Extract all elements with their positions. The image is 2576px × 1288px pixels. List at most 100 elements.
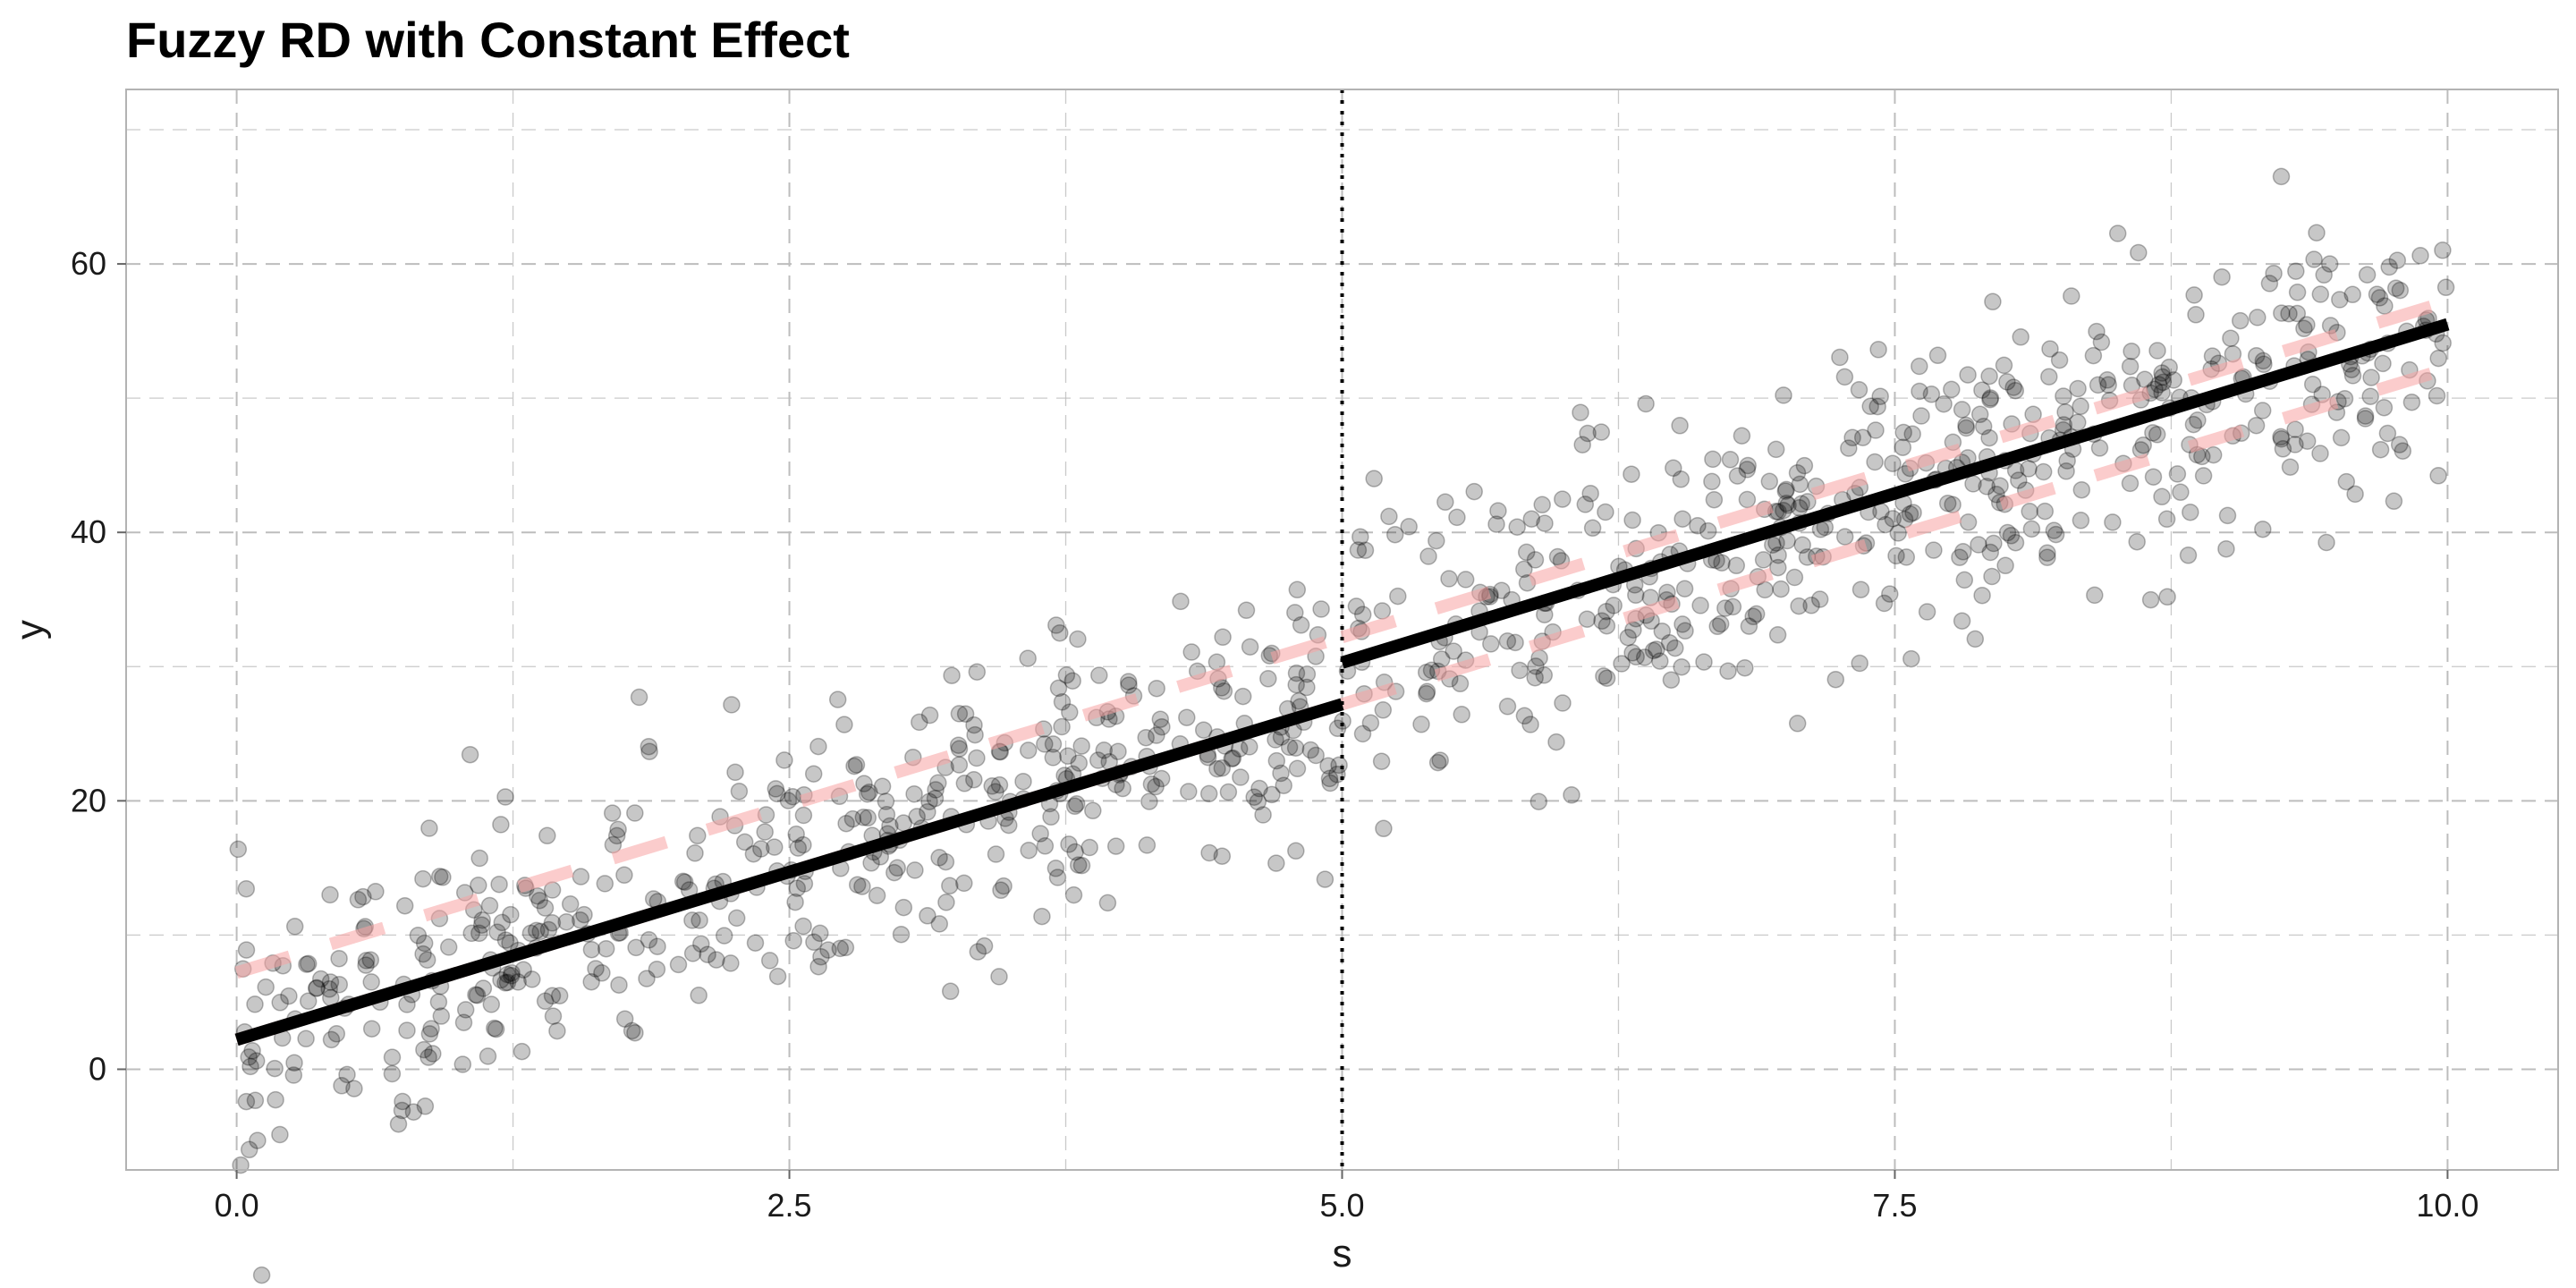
data-point [2343, 367, 2362, 385]
data-point [1665, 459, 1682, 478]
data-point [1744, 607, 1762, 626]
data-point [862, 854, 880, 872]
data-point [2249, 309, 2267, 326]
data-point [1298, 665, 1317, 683]
data-point [1959, 513, 1978, 531]
data-point [330, 975, 349, 994]
data-point [1033, 907, 1051, 926]
data-point [487, 1020, 505, 1038]
data-point [1792, 495, 1810, 513]
data-point [550, 987, 569, 1004]
data-point [247, 1052, 266, 1070]
data-point [482, 996, 501, 1013]
data-point [2184, 415, 2203, 434]
data-point [2050, 351, 2069, 369]
data-point [2311, 445, 2329, 462]
data-point [538, 826, 556, 845]
data-point [1981, 543, 2000, 562]
data-point [1769, 546, 1787, 564]
data-point [2055, 416, 2073, 434]
data-point [1428, 531, 1445, 550]
data-point [2315, 266, 2333, 284]
data-point [2187, 306, 2205, 324]
data-point [2012, 328, 2029, 346]
data-point [1954, 543, 1972, 561]
data-point [415, 934, 434, 953]
data-point [1624, 621, 1642, 639]
data-point [794, 806, 813, 825]
data-point [543, 914, 562, 932]
x-axis-ticks: 0.0 2.5 5.0 7.5 10.0 [215, 1170, 2479, 1224]
data-point [1148, 726, 1165, 744]
data-point [1178, 708, 1196, 726]
data-point [943, 666, 961, 684]
data-point [2020, 460, 2038, 478]
data-point [271, 994, 289, 1012]
data-point [1031, 825, 1049, 843]
data-point [1286, 604, 1304, 622]
data-point [2411, 247, 2429, 265]
data-point [1627, 586, 1645, 605]
data-point [1840, 439, 1858, 457]
data-point [1852, 580, 1870, 598]
data-point [1831, 348, 1849, 367]
data-point [453, 1055, 472, 1073]
data-point [1320, 769, 1339, 788]
data-point [1904, 504, 1922, 521]
data-point [1250, 779, 1268, 798]
data-point [1349, 541, 1368, 559]
data-point [1019, 741, 1038, 759]
data-point [468, 986, 487, 1004]
data-point [1651, 652, 1669, 670]
data-point [243, 1042, 261, 1060]
data-point [2172, 483, 2190, 502]
data-point [1522, 510, 1541, 528]
data-point [1280, 738, 1299, 757]
data-point [361, 951, 380, 970]
data-point [1417, 663, 1436, 682]
data-point [2311, 285, 2330, 303]
data-point [1738, 461, 1757, 479]
data-point [779, 792, 798, 809]
data-point [271, 1125, 289, 1144]
data-point [394, 1092, 411, 1111]
data-point [936, 852, 955, 871]
data-point [2203, 347, 2222, 365]
data-point [2385, 492, 2403, 511]
data-point [240, 1140, 258, 1159]
data-point [937, 894, 955, 911]
data-point [2157, 510, 2176, 529]
data-point [1292, 616, 1310, 634]
data-point [1983, 567, 2001, 586]
chart-title: Fuzzy RD with Constant Effect [126, 12, 850, 68]
data-point [1498, 698, 1517, 716]
data-point [2057, 462, 2075, 480]
data-point [1776, 482, 1795, 500]
data-point [1623, 465, 1640, 483]
data-point [593, 964, 611, 982]
data-point [1699, 521, 1717, 540]
data-point [623, 1021, 641, 1040]
data-point [794, 835, 812, 854]
data-point [2004, 378, 2022, 396]
data-point [422, 1020, 440, 1038]
data-point [503, 963, 521, 982]
data-point [1051, 623, 1069, 642]
data-point [1312, 600, 1330, 618]
data-point [1065, 797, 1084, 816]
data-point [855, 775, 873, 792]
data-point [2108, 225, 2127, 242]
data-point [530, 891, 548, 910]
data-point [1810, 590, 1829, 608]
data-point [2247, 346, 2266, 365]
data-point [1662, 671, 1681, 689]
x-tick-label: 7.5 [1872, 1187, 1917, 1224]
data-point [531, 922, 549, 941]
data-point [1666, 639, 1684, 657]
data-point [992, 881, 1010, 900]
data-point [1241, 638, 1259, 656]
data-point [1233, 687, 1252, 706]
data-point [1727, 556, 1746, 575]
data-point [2179, 547, 2198, 564]
